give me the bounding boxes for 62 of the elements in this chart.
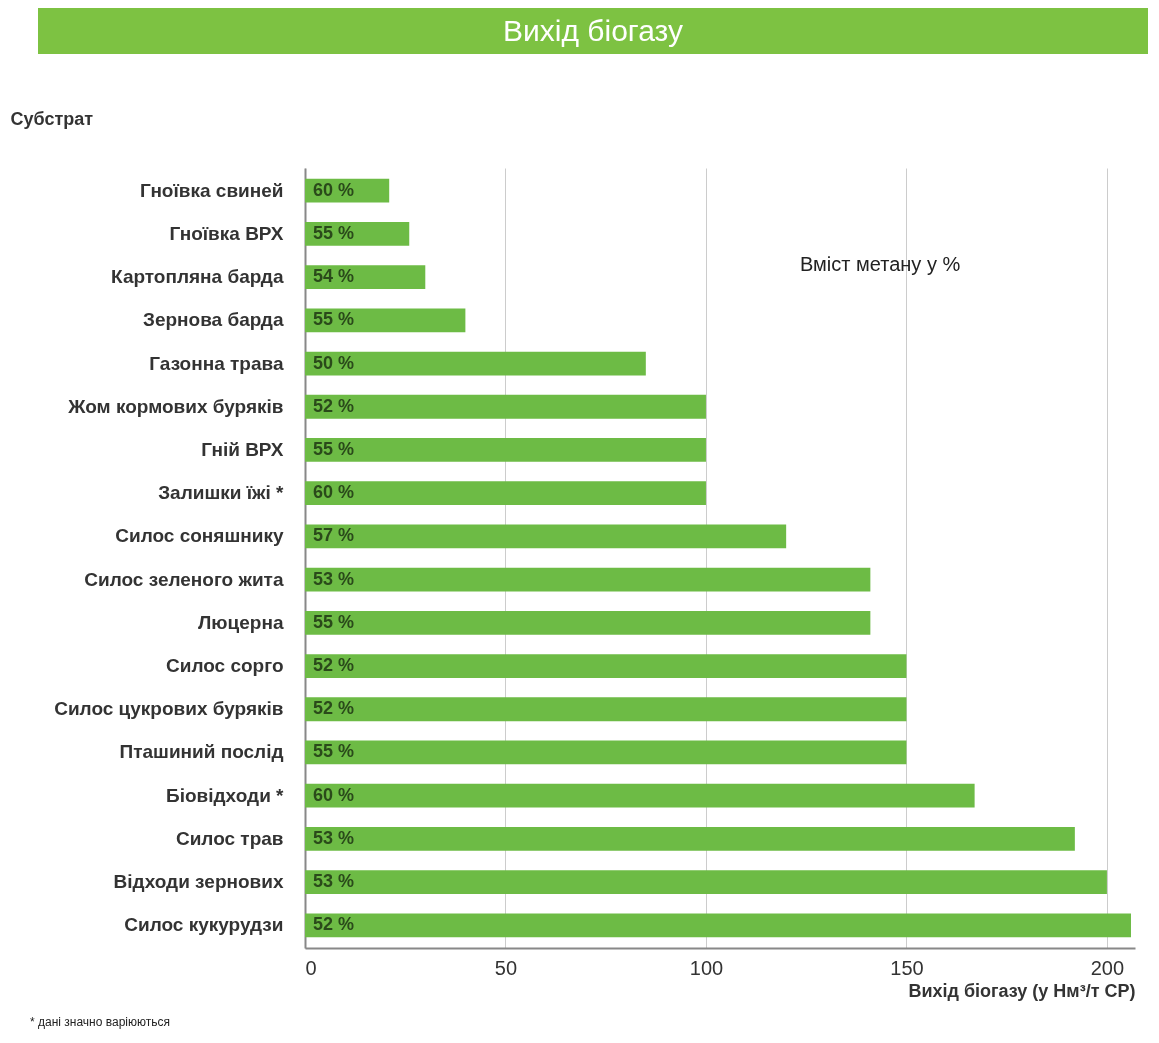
annotation: 53 %	[313, 871, 355, 892]
x-tick-label: 200	[1090, 956, 1125, 979]
bar	[305, 870, 1107, 894]
y-tick-label: Відходи зернових	[113, 871, 284, 893]
bar	[305, 697, 907, 722]
annotation: 53 %	[313, 827, 355, 848]
annotation: 60 %	[313, 482, 355, 503]
text: * дані значно варіюються	[30, 1015, 170, 1029]
annotation: 53 %	[313, 568, 355, 589]
x-axis-title: Вихід біогазу (у Нм³/т СР)	[908, 980, 1136, 1001]
annotation: 54 %	[313, 266, 355, 287]
y-tick-label: Залишки їжі *	[158, 482, 285, 504]
y-tick-label: Картопляна барда	[111, 266, 284, 288]
bar	[305, 783, 975, 808]
y-tick-label: Люцерна	[198, 611, 284, 633]
bar	[305, 394, 706, 419]
annotation: 57 %	[313, 525, 355, 546]
bar	[305, 567, 871, 592]
y-tick-label: Силос цукрових буряків	[54, 698, 284, 720]
bar	[305, 351, 646, 376]
y-tick-label: Гноївка ВРХ	[169, 222, 284, 244]
annotation: 50 %	[313, 352, 355, 373]
bar	[305, 740, 907, 765]
y-tick-label: Силос кукурудзи	[124, 914, 284, 936]
y-axis-title: Субстрат	[10, 108, 94, 129]
annotation: 55 %	[313, 611, 355, 632]
y-tick-label: Біовідходи *	[166, 784, 285, 806]
bar	[305, 610, 871, 635]
bar	[305, 524, 787, 549]
x-tick-label: 150	[890, 956, 924, 979]
x-tick-label: 100	[689, 956, 724, 979]
y-tick-label: Силос трав	[175, 827, 284, 849]
y-tick-label: Гній ВРХ	[201, 438, 284, 460]
y-tick-label: Гноївка свиней	[140, 179, 284, 201]
annotation: 55 %	[313, 741, 355, 762]
chart-title: Вихід біогазу	[38, 8, 1148, 54]
annotation: 60 %	[313, 179, 355, 200]
annotation: 55 %	[313, 438, 355, 459]
y-tick-label: Жом кормових буряків	[67, 395, 284, 417]
annotation: 52 %	[313, 698, 355, 719]
bar	[305, 308, 466, 333]
annotation: Вміст метану у %	[800, 253, 961, 276]
bar	[305, 827, 1075, 851]
y-tick-label: Силос зеленого жита	[84, 568, 284, 590]
annotation: 55 %	[313, 309, 355, 330]
annotation: 52 %	[313, 914, 355, 935]
bar	[305, 265, 426, 289]
x-tick-label: 50	[494, 956, 518, 979]
y-tick-label: Силос сорго	[166, 655, 284, 677]
annotation: 55 %	[313, 222, 355, 243]
bar	[305, 913, 1131, 938]
bar	[305, 438, 706, 462]
y-tick-label: Силос соняшнику	[115, 525, 284, 547]
annotation: 52 %	[313, 655, 355, 676]
bar	[305, 481, 706, 506]
annotation: 60 %	[313, 784, 355, 805]
x-tick-label: 0	[305, 956, 317, 979]
y-tick-label: Пташиний послід	[119, 741, 284, 763]
y-tick-label: Газонна трава	[149, 352, 284, 374]
bar	[305, 654, 907, 678]
annotation: 52 %	[313, 395, 355, 416]
y-tick-label: Зернова барда	[143, 309, 284, 331]
